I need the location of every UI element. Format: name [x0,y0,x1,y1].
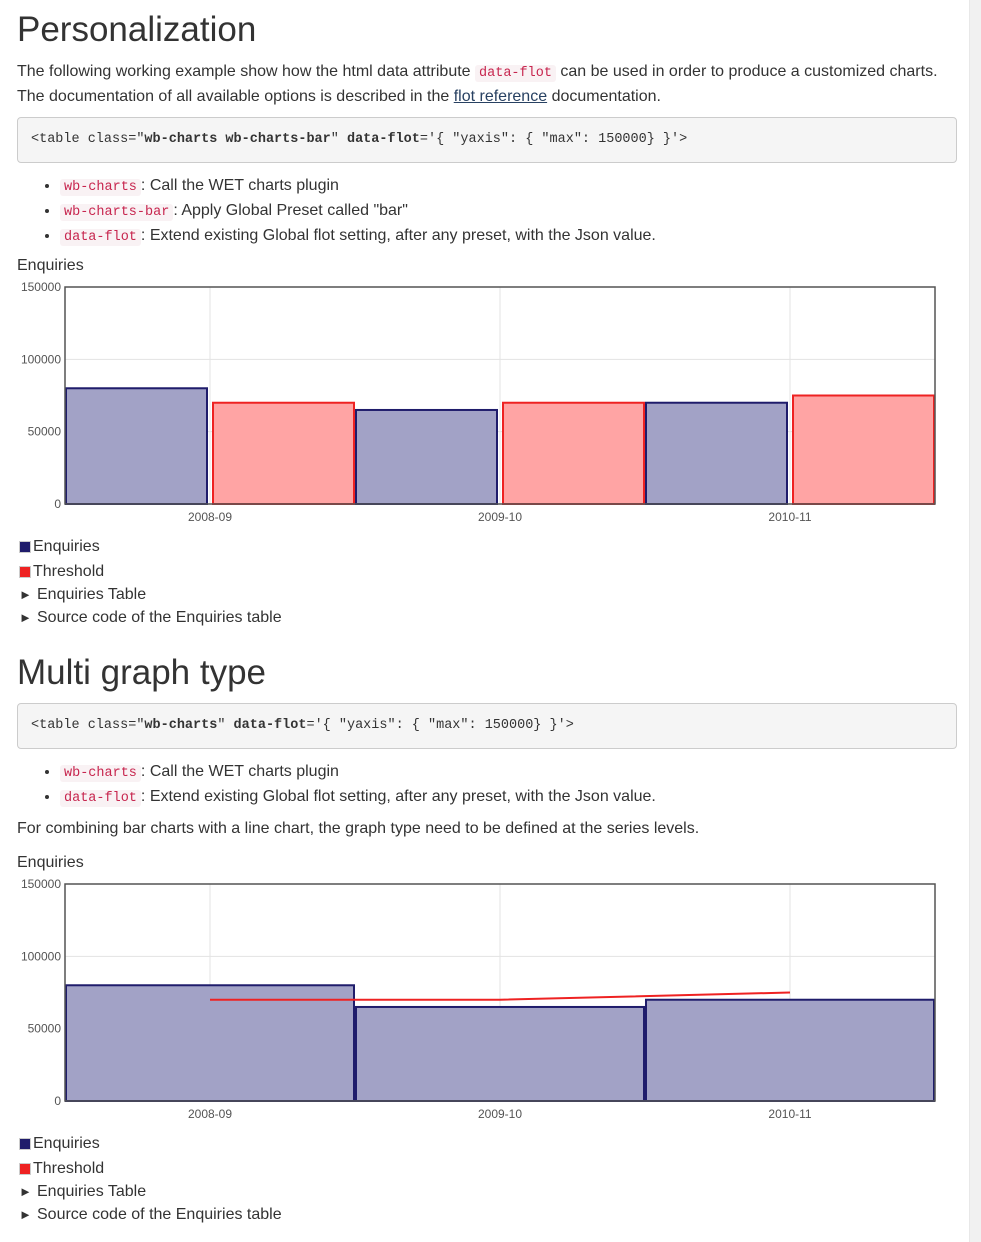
expand-triangle-icon: ► [19,587,32,603]
chart-title: Enquiries [17,854,84,871]
option-list: wb-charts: Call the WET charts plugin wb… [17,174,656,249]
legend-item-enquiries: Enquiries [19,535,282,560]
combo-chart: 0 50000 100000 150000 2008-09 2009-10 2010-11 [21,877,936,1121]
intro-text-a: The following working example show how t… [17,63,471,80]
y-tick-label: 0 [54,497,61,511]
bar-chart: 0 50000 100000 150000 2008-09 2009-10 2010-11 [21,280,936,524]
legend-item-enquiries: Enquiries [19,1132,282,1157]
legend-item-threshold: Threshold [19,560,282,585]
expand-triangle-icon: ► [19,1184,32,1200]
chart-legend: Enquiries Threshold ► Enquiries Table ► … [19,535,282,630]
legend-swatch [19,541,31,554]
x-tick-label: 2008-09 [188,510,232,524]
bar-threshold [502,401,645,505]
inline-code: data-flot [475,65,556,82]
enquiries-table-toggle[interactable]: ► Enquiries Table [19,584,282,607]
bar-enquiries [355,1005,645,1102]
bar-threshold [792,394,935,505]
chart-title: Enquiries [17,257,84,274]
plot-frame [64,883,936,1102]
y-tick-label: 150000 [21,280,61,294]
legend-item-threshold: Threshold [19,1157,282,1182]
y-tick-label: 100000 [21,352,61,366]
multi-graph-note: For combining bar charts with a line cha… [17,820,700,837]
bar-enquiries [645,998,935,1102]
x-tick-label: 2010-11 [768,1107,811,1121]
x-tick-label: 2009-10 [478,1107,522,1121]
vertical-scrollbar[interactable] [969,0,981,1242]
list-item: wb-charts: Call the WET charts plugin [60,760,656,785]
legend-swatch [19,1162,31,1175]
expand-triangle-icon: ► [19,610,32,626]
code-sample: <table class="wb-charts" data-flot='{ "y… [17,703,957,749]
list-item: data-flot: Extend existing Global flot s… [60,785,656,810]
y-tick-label: 50000 [28,425,62,439]
source-code-toggle[interactable]: ► Source code of the Enquiries table [19,607,282,630]
expand-triangle-icon: ► [19,1207,32,1223]
bar-enquiries [65,984,355,1102]
y-tick-label: 100000 [21,949,61,963]
option-list: wb-charts: Call the WET charts plugin da… [17,760,656,810]
list-item: wb-charts: Call the WET charts plugin [60,174,656,199]
legend-swatch [19,1138,31,1151]
plot-frame [64,286,936,505]
x-tick-label: 2008-09 [188,1107,232,1121]
bar-enquiries [65,387,208,505]
bar-enquiries [355,408,498,505]
y-tick-label: 0 [54,1094,61,1108]
section-heading-multi-graph: Multi graph type [17,653,267,692]
x-tick-label: 2010-11 [768,510,811,524]
bar-threshold [212,401,355,505]
y-tick-label: 150000 [21,877,61,891]
list-item: wb-charts-bar: Apply Global Preset calle… [60,199,656,224]
chart-legend: Enquiries Threshold ► Enquiries Table ► … [19,1132,282,1227]
code-sample: <table class="wb-charts wb-charts-bar" d… [17,117,957,163]
intro-text-c: The documentation of all available optio… [17,88,450,105]
source-code-toggle[interactable]: ► Source code of the Enquiries table [19,1204,282,1227]
bar-enquiries [645,401,788,505]
intro-text-b: can be used in order to produce a custom… [560,63,938,80]
section-heading-personalization: Personalization [17,10,257,49]
enquiries-table-toggle[interactable]: ► Enquiries Table [19,1181,282,1204]
flot-reference-link[interactable]: flot reference [453,88,548,105]
intro-text-d: documentation. [551,88,661,105]
y-tick-label: 50000 [28,1022,62,1036]
intro-paragraph: The following working example show how t… [17,60,957,108]
x-tick-label: 2009-10 [478,510,522,524]
list-item: data-flot: Extend existing Global flot s… [60,224,656,249]
legend-swatch [19,565,31,578]
line-threshold [210,991,791,1001]
